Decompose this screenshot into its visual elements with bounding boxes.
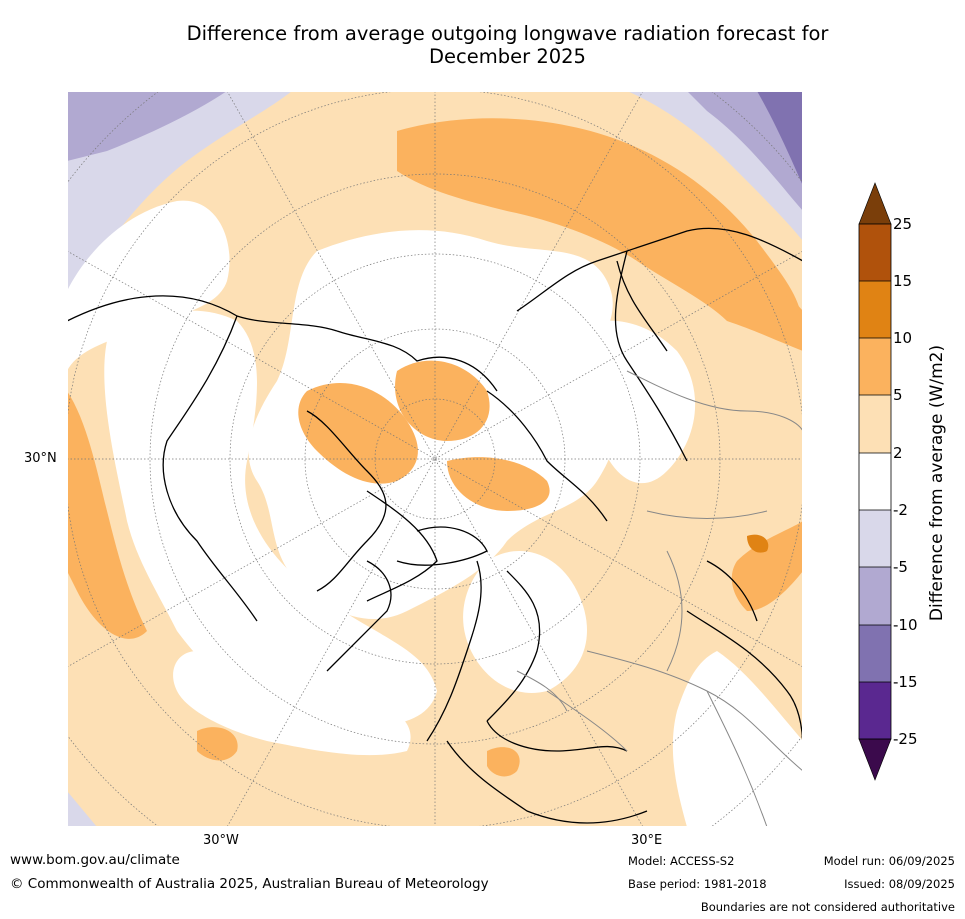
colorbar-tick: 2 bbox=[893, 444, 903, 462]
footer-url[interactable]: www.bom.gov.au/climate bbox=[10, 852, 180, 868]
colorbar-label: Difference from average (W/m2) bbox=[927, 344, 947, 622]
colorbar-10-15 bbox=[859, 281, 891, 338]
colorbar-extend-top bbox=[858, 182, 892, 225]
footer-model-run: Model run: 06/09/2025 bbox=[823, 854, 955, 868]
anomaly-negative-topright-strong bbox=[757, 91, 803, 186]
anomaly-negative-bottomleft bbox=[67, 791, 97, 827]
anomaly-5-10-russia bbox=[727, 271, 803, 351]
footer-model: Model: ACCESS-S2 bbox=[628, 854, 735, 868]
anomaly-neutral-europe bbox=[463, 551, 587, 693]
country-borders bbox=[516, 370, 803, 827]
anomaly-5-10-med bbox=[487, 747, 520, 777]
colorbar-extend-bottom bbox=[858, 738, 892, 781]
colorbar-tick: -25 bbox=[893, 730, 918, 748]
colorbar-tick: 15 bbox=[893, 272, 913, 290]
colorbar-m10-m5 bbox=[859, 567, 891, 625]
anomaly-neutral-pacific bbox=[67, 200, 230, 371]
anomaly-negative-topleft-strong bbox=[67, 91, 227, 161]
colorbar-tick: 25 bbox=[893, 215, 913, 233]
footer-copyright: © Commonwealth of Australia 2025, Austra… bbox=[10, 876, 489, 892]
footer-base-period: Base period: 1981-2018 bbox=[628, 877, 767, 891]
anomaly-neutral-africa bbox=[672, 651, 803, 827]
colorbar-m15-m10 bbox=[859, 625, 891, 682]
anomaly-5-10-siberia bbox=[397, 118, 803, 351]
footer-disclaimer: Boundaries are not considered authoritat… bbox=[700, 900, 955, 914]
colorbar-m2-2 bbox=[859, 453, 891, 510]
colorbar-tick: -10 bbox=[893, 616, 918, 634]
anomaly-5-10-kara bbox=[447, 457, 550, 511]
lat-label-30n: 30°N bbox=[24, 451, 57, 466]
title-line-2: December 2025 bbox=[429, 45, 586, 68]
colorbar bbox=[858, 182, 892, 781]
colorbar-m25-m15 bbox=[859, 682, 891, 739]
anomaly-5-10-pacific bbox=[67, 391, 147, 639]
anomaly-5-10-greenland bbox=[298, 382, 418, 484]
lon-label-30w: 30°W bbox=[203, 833, 239, 848]
colorbar-5-10 bbox=[859, 338, 891, 395]
lon-label-30e: 30°E bbox=[631, 833, 663, 848]
colorbar-tick: 10 bbox=[893, 329, 913, 347]
anomaly-5-10-atlantic bbox=[197, 727, 238, 761]
colorbar-2-5 bbox=[859, 395, 891, 453]
title-line-1: Difference from average outgoing longwav… bbox=[186, 22, 829, 45]
anomaly-10-15-india bbox=[747, 534, 769, 553]
anomaly-5-10-india bbox=[731, 521, 803, 611]
colorbar-tick: -5 bbox=[893, 558, 908, 576]
anomaly-neutral-asia bbox=[561, 320, 696, 484]
coastlines bbox=[67, 227, 803, 824]
footer-issued: Issued: 08/09/2025 bbox=[844, 877, 955, 891]
anomaly-neutral-atlantic bbox=[173, 651, 411, 756]
anomaly-5-10-arctic bbox=[395, 360, 490, 441]
colorbar-tick: -15 bbox=[893, 673, 918, 691]
colorbar-15-25 bbox=[859, 224, 891, 281]
graticule bbox=[67, 91, 803, 827]
colorbar-tick: 5 bbox=[893, 386, 903, 404]
colorbar-m5-m2 bbox=[859, 510, 891, 567]
polar-map bbox=[67, 91, 803, 827]
colorbar-tick: -2 bbox=[893, 501, 908, 519]
anomaly-neutral-america bbox=[104, 310, 438, 727]
map-title: Difference from average outgoing longwav… bbox=[60, 22, 955, 68]
